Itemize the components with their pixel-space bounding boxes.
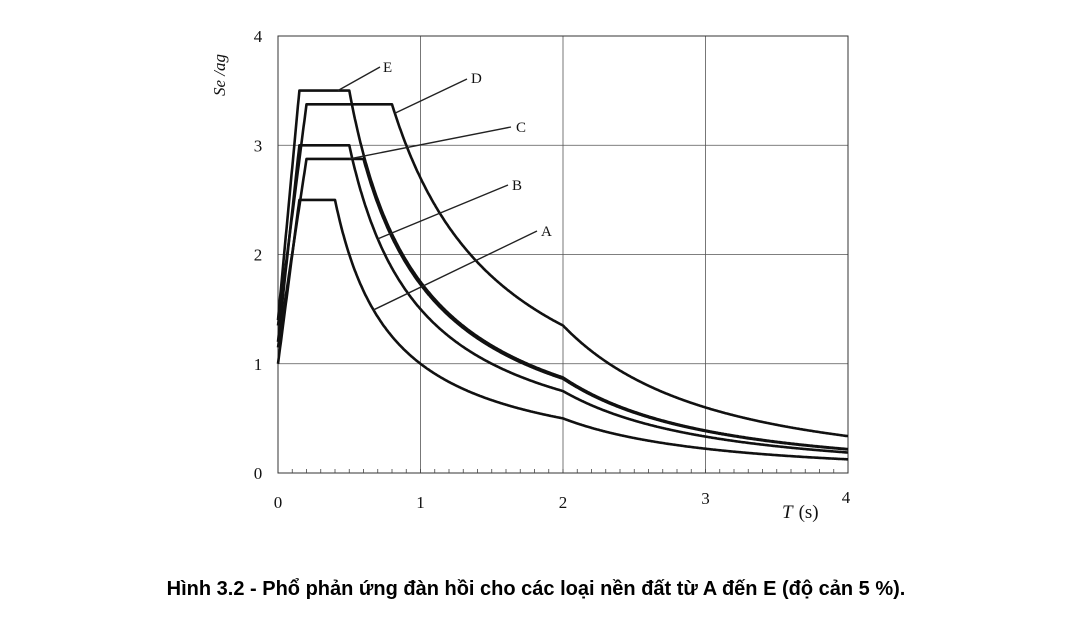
spectrum-curve-d xyxy=(276,103,849,438)
x-axis-title: T (s) xyxy=(782,502,819,523)
leader-line-b xyxy=(377,184,509,240)
spectrum-curve-e xyxy=(276,89,849,451)
leader-line-e xyxy=(337,66,381,92)
y-axis-title: Se /ag xyxy=(210,54,229,96)
x-tick-label: 4 xyxy=(842,488,851,507)
y-tick-label: 3 xyxy=(254,136,263,155)
x-tick-label: 3 xyxy=(701,489,710,508)
leader-line-d xyxy=(394,78,468,114)
curve-label-c: C xyxy=(516,120,526,136)
x-tick-label: 1 xyxy=(416,493,425,512)
figure-caption: Hình 3.2 - Phổ phản ứng đàn hồi cho các … xyxy=(166,578,906,600)
x-axis-unit: (s) xyxy=(799,502,819,523)
spectrum-curves xyxy=(276,89,849,461)
tick-labels: 0 1 2 3 4 0 1 2 3 4 xyxy=(254,27,851,512)
spectrum-curve-b xyxy=(276,144,849,454)
x-minor-ticks xyxy=(291,469,835,473)
curve-label-b: B xyxy=(512,178,522,194)
leader-line-c xyxy=(349,126,512,160)
y-tick-label: 2 xyxy=(254,246,263,265)
y-tick-label: 4 xyxy=(254,27,263,46)
chart-grid xyxy=(278,36,848,473)
label-leader-lines xyxy=(337,66,538,311)
x-axis-symbol: T xyxy=(782,502,794,523)
curve-label-a: A xyxy=(541,224,552,240)
curve-label-d: D xyxy=(471,71,482,87)
spectrum-curve-a xyxy=(276,198,849,461)
curve-label-e: E xyxy=(383,60,392,76)
x-tick-label: 0 xyxy=(274,493,283,512)
y-tick-label: 1 xyxy=(254,355,263,374)
leader-line-a xyxy=(373,230,538,311)
y-tick-label: 0 xyxy=(254,464,263,483)
x-tick-label: 2 xyxy=(559,493,568,512)
